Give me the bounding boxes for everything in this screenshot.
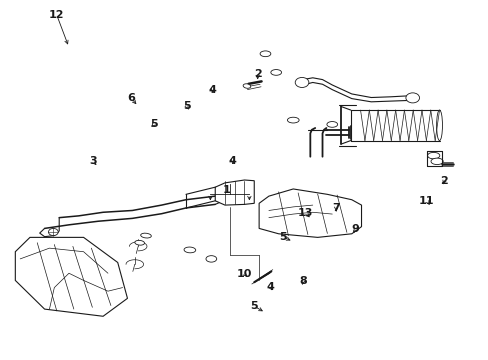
Circle shape [295,77,308,87]
Ellipse shape [135,240,144,245]
Ellipse shape [326,122,337,127]
Text: 10: 10 [236,269,252,279]
Text: 4: 4 [208,85,216,95]
Text: 3: 3 [89,156,97,166]
Ellipse shape [183,247,195,253]
Ellipse shape [270,69,281,75]
Ellipse shape [141,233,151,238]
Text: 4: 4 [228,156,236,166]
Ellipse shape [427,152,439,159]
Text: 11: 11 [418,196,434,206]
Ellipse shape [260,51,270,57]
Text: 13: 13 [297,208,312,218]
Ellipse shape [436,110,442,140]
Circle shape [405,93,419,103]
Text: 5: 5 [250,301,258,311]
Ellipse shape [287,117,299,123]
Text: 2: 2 [253,69,261,79]
Text: 12: 12 [49,10,64,20]
Text: 1: 1 [223,185,230,195]
Ellipse shape [205,256,216,262]
Text: 5: 5 [150,119,158,129]
Circle shape [48,228,58,235]
Text: 7: 7 [332,203,339,213]
Text: 9: 9 [351,225,359,234]
Text: 8: 8 [299,276,306,286]
Text: 6: 6 [127,93,135,103]
Text: 4: 4 [266,282,274,292]
Polygon shape [259,189,361,237]
Text: 2: 2 [440,176,447,186]
Text: 5: 5 [278,232,286,242]
Ellipse shape [243,84,250,88]
Ellipse shape [430,158,442,165]
Text: 5: 5 [183,102,190,112]
Polygon shape [15,237,127,316]
Polygon shape [215,180,254,205]
